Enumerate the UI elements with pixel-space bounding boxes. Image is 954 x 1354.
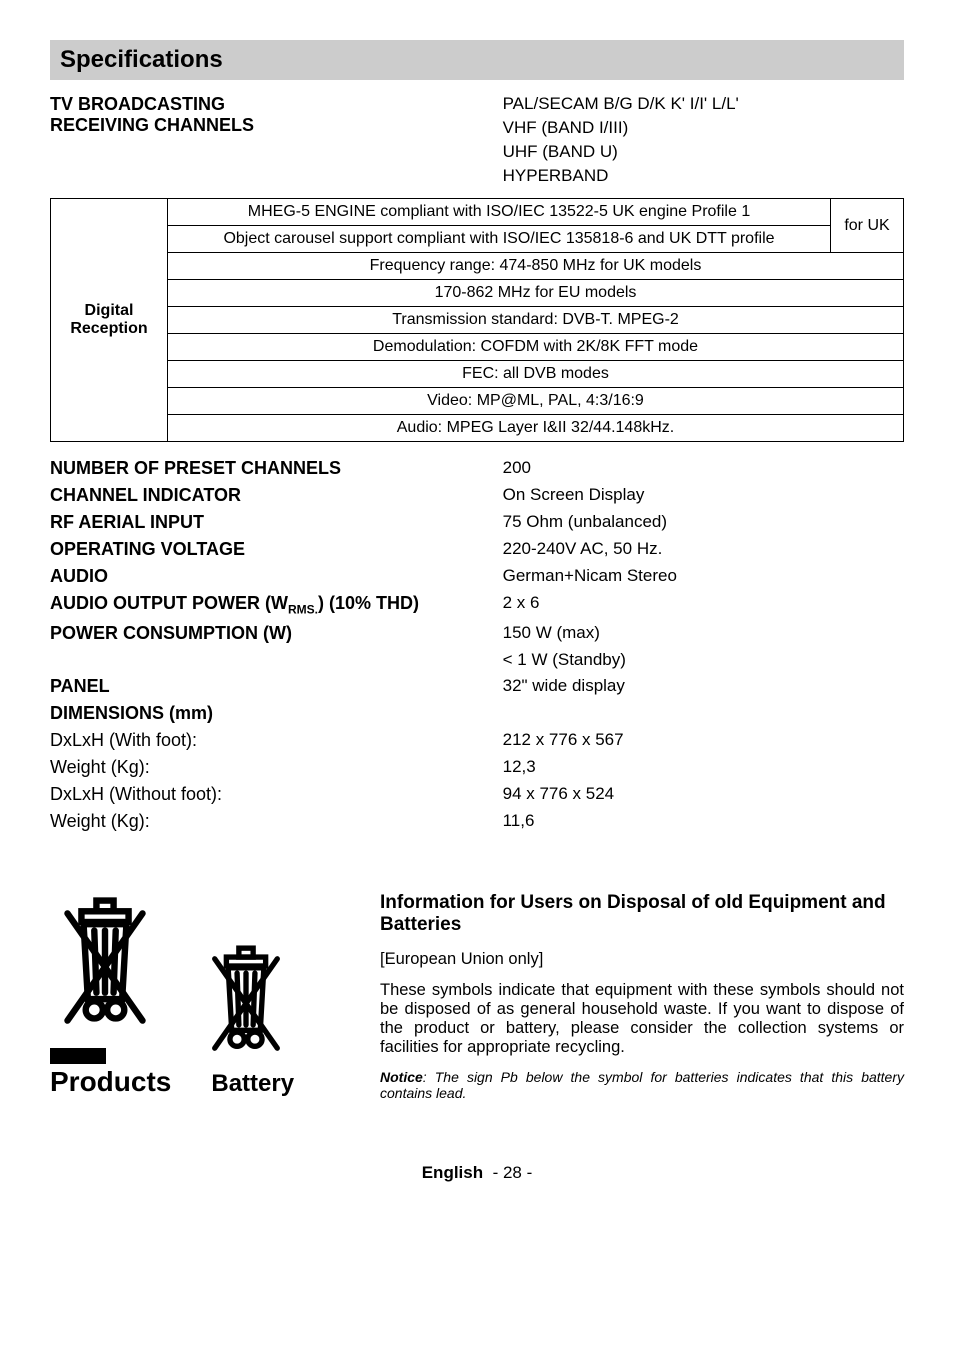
page-footer: English - 28 -	[50, 1163, 904, 1183]
tv-broadcasting-label: TV BROADCASTING	[50, 94, 503, 115]
weight-1-value: 12,3	[503, 757, 904, 778]
broadcasting-row: TV BROADCASTING RECEIVING CHANNELS PAL/S…	[50, 94, 904, 190]
recv-channel-value-1: UHF (BAND U)	[503, 142, 904, 162]
products-label: Products	[50, 1066, 171, 1098]
table-row: Video: MP@ML, PAL, 4:3/16:9	[168, 388, 904, 415]
table-row: Transmission standard: DVB-T. MPEG-2	[168, 307, 904, 334]
dimensions-title: DIMENSIONS (mm)	[50, 703, 904, 724]
dim-without-foot-value: 94 x 776 x 524	[503, 784, 904, 805]
table-row: Object carousel support compliant with I…	[168, 226, 831, 253]
for-uk-cell: for UK	[831, 199, 904, 253]
rf-aerial-value: 75 Ohm (unbalanced)	[503, 512, 904, 533]
battery-label: Battery	[211, 1070, 294, 1098]
disposal-section: Products	[50, 892, 904, 1113]
table-row: FEC: all DVB modes	[168, 361, 904, 388]
recv-channel-value-0: VHF (BAND I/III)	[503, 118, 904, 138]
eu-note: [European Union only]	[380, 950, 904, 969]
notice-line: Notice: The sign Pb below the symbol for…	[380, 1069, 904, 1101]
weight-2-label: Weight (Kg):	[50, 811, 503, 832]
channel-indicator-label: CHANNEL INDICATOR	[50, 485, 503, 506]
power-consumption-value-1: 150 W (max)	[503, 623, 904, 644]
table-row: MHEG-5 ENGINE compliant with ISO/IEC 135…	[168, 199, 831, 226]
dim-with-foot-label: DxLxH (With foot):	[50, 730, 503, 751]
audio-label: AUDIO	[50, 566, 503, 587]
tv-broadcasting-value: PAL/SECAM B/G D/K K' I/I' L/L'	[503, 94, 904, 114]
channel-indicator-value: On Screen Display	[503, 485, 904, 506]
dim-without-foot-label: DxLxH (Without foot):	[50, 784, 503, 805]
disposal-heading: Information for Users on Disposal of old…	[380, 892, 904, 936]
weight-2-value: 11,6	[503, 811, 904, 832]
section-title: Specifications	[50, 40, 904, 80]
wheelie-bin-icon	[201, 941, 291, 1066]
operating-voltage-value: 220-240V AC, 50 Hz.	[503, 539, 904, 560]
table-row: Audio: MPEG Layer I&II 32/44.148kHz.	[168, 415, 904, 442]
panel-value: 32" wide display	[503, 676, 904, 697]
disposal-body: These symbols indicate that equipment wi…	[380, 981, 904, 1057]
audio-output-power-value: 2 x 6	[503, 593, 904, 617]
audio-output-power-label: AUDIO OUTPUT POWER (WRMS.) (10% THD)	[50, 593, 503, 617]
digital-reception-table: Digital Reception MHEG-5 ENGINE complian…	[50, 198, 904, 442]
power-consumption-label: POWER CONSUMPTION (W)	[50, 623, 503, 644]
digital-reception-header: Digital Reception	[51, 199, 168, 442]
receiving-channels-label: RECEIVING CHANNELS	[50, 115, 503, 136]
preset-channels-label: NUMBER OF PRESET CHANNELS	[50, 458, 503, 479]
dim-with-foot-value: 212 x 776 x 567	[503, 730, 904, 751]
weight-1-label: Weight (Kg):	[50, 757, 503, 778]
table-row: Demodulation: COFDM with 2K/8K FFT mode	[168, 334, 904, 361]
table-row: 170-862 MHz for EU models	[168, 280, 904, 307]
wheelie-bin-icon	[50, 892, 160, 1042]
recv-channel-value-2: HYPERBAND	[503, 166, 904, 186]
table-row: Frequency range: 474-850 MHz for UK mode…	[168, 253, 904, 280]
operating-voltage-label: OPERATING VOLTAGE	[50, 539, 503, 560]
rf-aerial-label: RF AERIAL INPUT	[50, 512, 503, 533]
audio-value: German+Nicam Stereo	[503, 566, 904, 587]
panel-label: PANEL	[50, 676, 503, 697]
black-bar-icon	[50, 1048, 106, 1064]
preset-channels-value: 200	[503, 458, 904, 479]
power-consumption-value-2: < 1 W (Standby)	[503, 650, 904, 670]
